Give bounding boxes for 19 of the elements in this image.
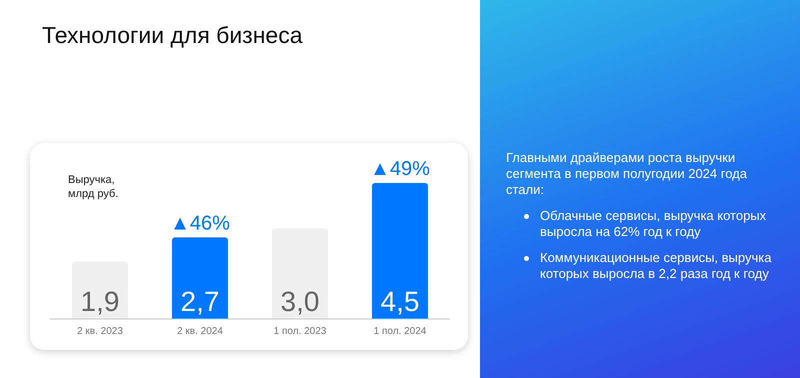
text: Коммуникационные сервисы, выручка которых выросла в 2,2 раза год к году <box>540 250 772 282</box>
data-label: 3,0 <box>280 286 320 317</box>
chart-title: Технологии для бизнеса <box>42 22 303 49</box>
x-tick-label: 1 пол. 2023 <box>274 326 327 338</box>
bar <box>72 262 128 319</box>
x-tick-label: 2 кв. 2024 <box>177 326 224 338</box>
bar <box>172 237 228 319</box>
bar <box>372 183 428 319</box>
text: Главными драйверами роста выручки сегмента в первом полугодии 2024 года стали: <box>506 150 748 198</box>
data-label: 2,7 <box>180 286 220 317</box>
x-tick-label: 2 кв. 2023 <box>77 326 124 338</box>
data-label: 4,5 <box>380 286 420 317</box>
x-tick-label: 1 пол. 2024 <box>374 326 427 338</box>
y-axis-title: Выручка, млрд руб. <box>68 173 120 201</box>
data-label: 1,9 <box>80 286 120 317</box>
text: Облачные сервисы, выручка которых выросла на 62% год к году <box>540 208 768 240</box>
bar <box>272 228 328 319</box>
annotation: ▲49% <box>370 158 430 180</box>
annotation: ▲46% <box>170 212 230 234</box>
